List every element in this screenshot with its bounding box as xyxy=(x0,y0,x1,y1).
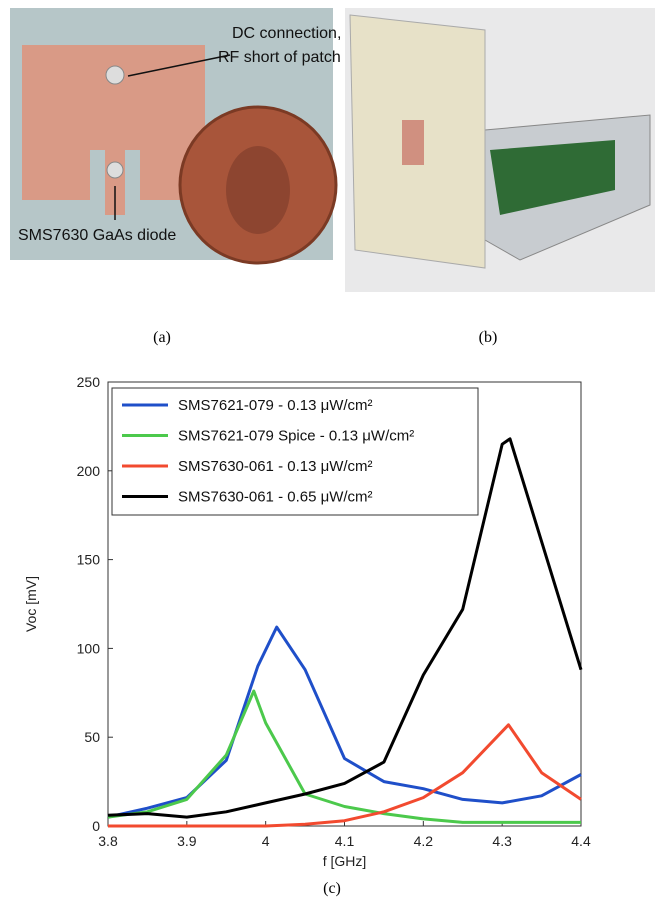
caption: (b) xyxy=(479,329,498,346)
legend-label: SMS7630-061 - 0.13 μW/cm² xyxy=(178,458,373,475)
caption: (a) xyxy=(153,329,171,346)
annotation: RF short of patch xyxy=(218,49,341,66)
y-tick-label: 250 xyxy=(77,374,101,390)
solder xyxy=(106,66,124,84)
annotation: DC connection, xyxy=(232,25,341,42)
x-tick-label: 3.8 xyxy=(98,833,118,849)
x-tick-label: 4.1 xyxy=(335,833,355,849)
caption: (c) xyxy=(323,880,341,897)
series-line xyxy=(108,725,581,826)
photo-b xyxy=(345,8,655,292)
x-tick-label: 4 xyxy=(262,833,270,849)
x-tick-label: 4.3 xyxy=(492,833,512,849)
series-line xyxy=(108,627,581,817)
diode xyxy=(107,162,123,178)
photo-a: DC connection, RF short of patch SMS7630… xyxy=(10,8,341,263)
x-tick-label: 3.9 xyxy=(177,833,197,849)
patch xyxy=(402,120,424,165)
penny-profile xyxy=(226,146,290,234)
y-tick-label: 150 xyxy=(77,552,101,568)
y-axis-label: Voc [mV] xyxy=(23,576,39,632)
y-tick-label: 100 xyxy=(77,640,101,656)
y-tick-label: 200 xyxy=(77,463,101,479)
x-axis-label: f [GHz] xyxy=(323,853,367,869)
annotation: SMS7630 GaAs diode xyxy=(18,227,176,244)
y-tick-label: 50 xyxy=(84,729,100,745)
legend-label: SMS7621-079 - 0.13 μW/cm² xyxy=(178,397,373,414)
legend-label: SMS7621-079 Spice - 0.13 μW/cm² xyxy=(178,428,414,445)
figure: DC connection, RF short of patch SMS7630… xyxy=(0,0,657,899)
y-tick-label: 0 xyxy=(92,818,100,834)
x-tick-label: 4.2 xyxy=(414,833,434,849)
x-tick-label: 4.4 xyxy=(571,833,591,849)
legend-label: SMS7630-061 - 0.65 μW/cm² xyxy=(178,489,373,506)
